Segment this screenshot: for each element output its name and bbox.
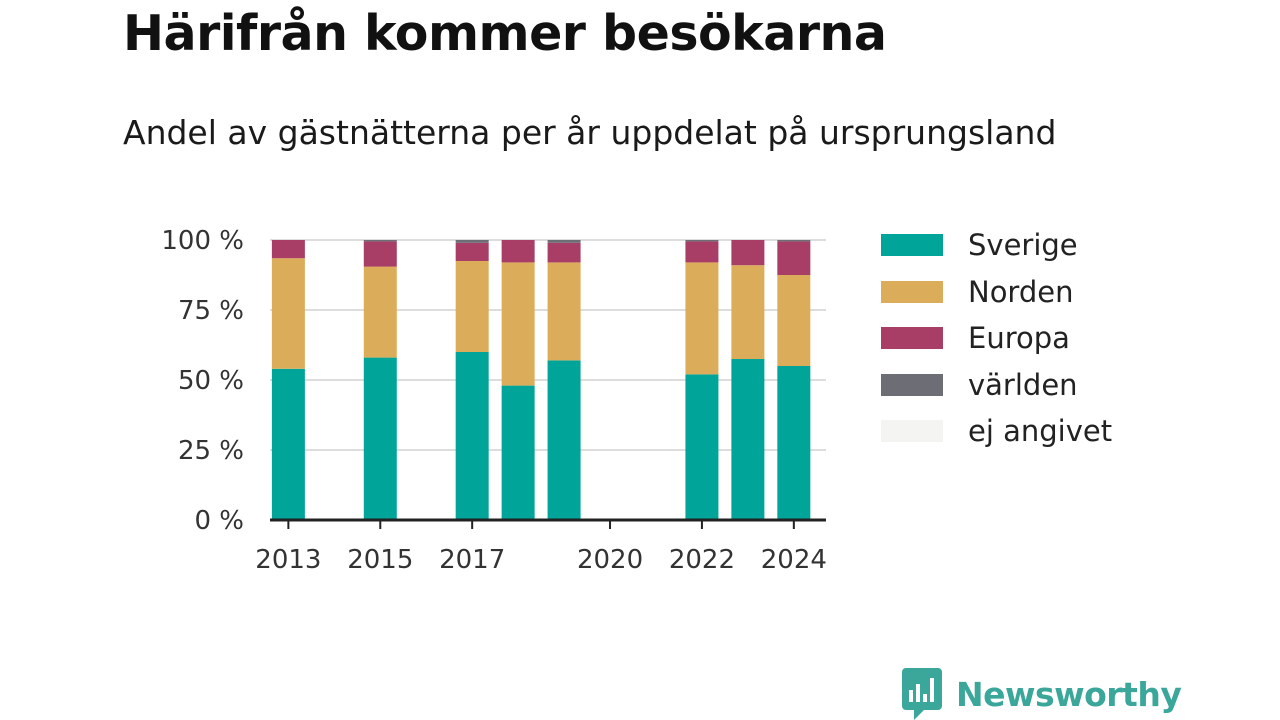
bar-segment-Norden-2022	[685, 262, 719, 375]
bar-segment-Europa-2024	[777, 241, 811, 275]
bar-segment-världen-2024	[777, 240, 811, 242]
x-tick-label: 2017	[439, 545, 505, 575]
bar-segment-världen-2017	[455, 240, 489, 243]
legend-swatch	[881, 327, 943, 350]
bar-segment-Europa-2017	[455, 242, 489, 261]
bar-segment-Sverige-2022	[685, 374, 719, 520]
bar-segment-Europa-2023	[731, 240, 765, 266]
legend-label: Sverige	[968, 228, 1078, 263]
y-tick-label: 0 %	[194, 506, 244, 536]
bar-segment-Norden-2019	[547, 262, 581, 361]
x-tick-label: 2024	[761, 545, 827, 575]
y-tick-label: 75 %	[178, 296, 244, 326]
bar-segment-Europa-2013	[271, 240, 305, 259]
newsworthy-logo-icon	[902, 668, 942, 720]
bar-segment-Europa-2015	[363, 241, 397, 267]
legend-item: ej angivet	[881, 408, 1112, 455]
bar-segment-världen-2015	[363, 240, 397, 242]
bar-segment-Sverige-2018	[501, 385, 535, 520]
legend-swatch	[881, 420, 943, 443]
legend-swatch	[881, 234, 943, 257]
x-tick-label: 2013	[255, 545, 321, 575]
legend-label: Europa	[968, 321, 1070, 356]
legend-item: världen	[881, 362, 1112, 409]
bar-segment-Sverige-2015	[363, 357, 397, 520]
x-tick-label: 2020	[577, 545, 643, 575]
bar-segment-Sverige-2024	[777, 366, 811, 520]
bar-segment-Sverige-2019	[547, 360, 581, 520]
bar-segment-Europa-2018	[501, 240, 535, 263]
legend-label: ej angivet	[968, 414, 1113, 449]
bar-segment-Europa-2019	[547, 242, 581, 263]
legend: Sverige Norden Europa världen ej angivet	[881, 222, 1112, 455]
bar-segment-Norden-2017	[455, 261, 489, 352]
x-tick-label: 2015	[347, 545, 413, 575]
chart-subtitle: Andel av gästnätterna per år uppdelat på…	[123, 113, 1057, 152]
bar-segment-Sverige-2017	[455, 352, 489, 520]
bar-segment-Norden-2023	[731, 265, 765, 359]
y-tick-label: 25 %	[178, 436, 244, 466]
legend-item: Europa	[881, 315, 1112, 362]
y-tick-label: 50 %	[178, 366, 244, 396]
chart-title: Härifrån kommer besökarna	[123, 5, 887, 62]
bar-segment-Sverige-2023	[731, 359, 765, 520]
bar-segment-världen-2022	[685, 240, 719, 242]
legend-item: Sverige	[881, 222, 1112, 269]
bar-segment-Norden-2013	[271, 258, 305, 369]
bar-segment-Europa-2022	[685, 241, 719, 263]
bar-segment-världen-2019	[547, 240, 581, 243]
y-tick-label: 100 %	[161, 226, 244, 256]
legend-swatch	[881, 280, 943, 303]
bar-segment-Norden-2024	[777, 275, 811, 366]
bar-segment-Sverige-2013	[271, 368, 305, 520]
x-tick-label: 2022	[669, 545, 735, 575]
bar-segment-Norden-2015	[363, 266, 397, 358]
legend-label: Norden	[968, 274, 1074, 309]
legend-label: världen	[968, 367, 1078, 402]
legend-swatch	[881, 373, 943, 396]
bar-segment-Norden-2018	[501, 262, 535, 386]
legend-item: Norden	[881, 269, 1112, 316]
brand-logo: Newsworthy	[902, 668, 1182, 720]
brand-name: Newsworthy	[956, 674, 1182, 714]
y-axis-labels: 0 % 25 % 50 % 75 % 100 %	[161, 226, 244, 536]
x-axis-ticks: 2013 2015 2017 2020 2022 2024	[255, 520, 827, 575]
bars	[271, 240, 811, 520]
